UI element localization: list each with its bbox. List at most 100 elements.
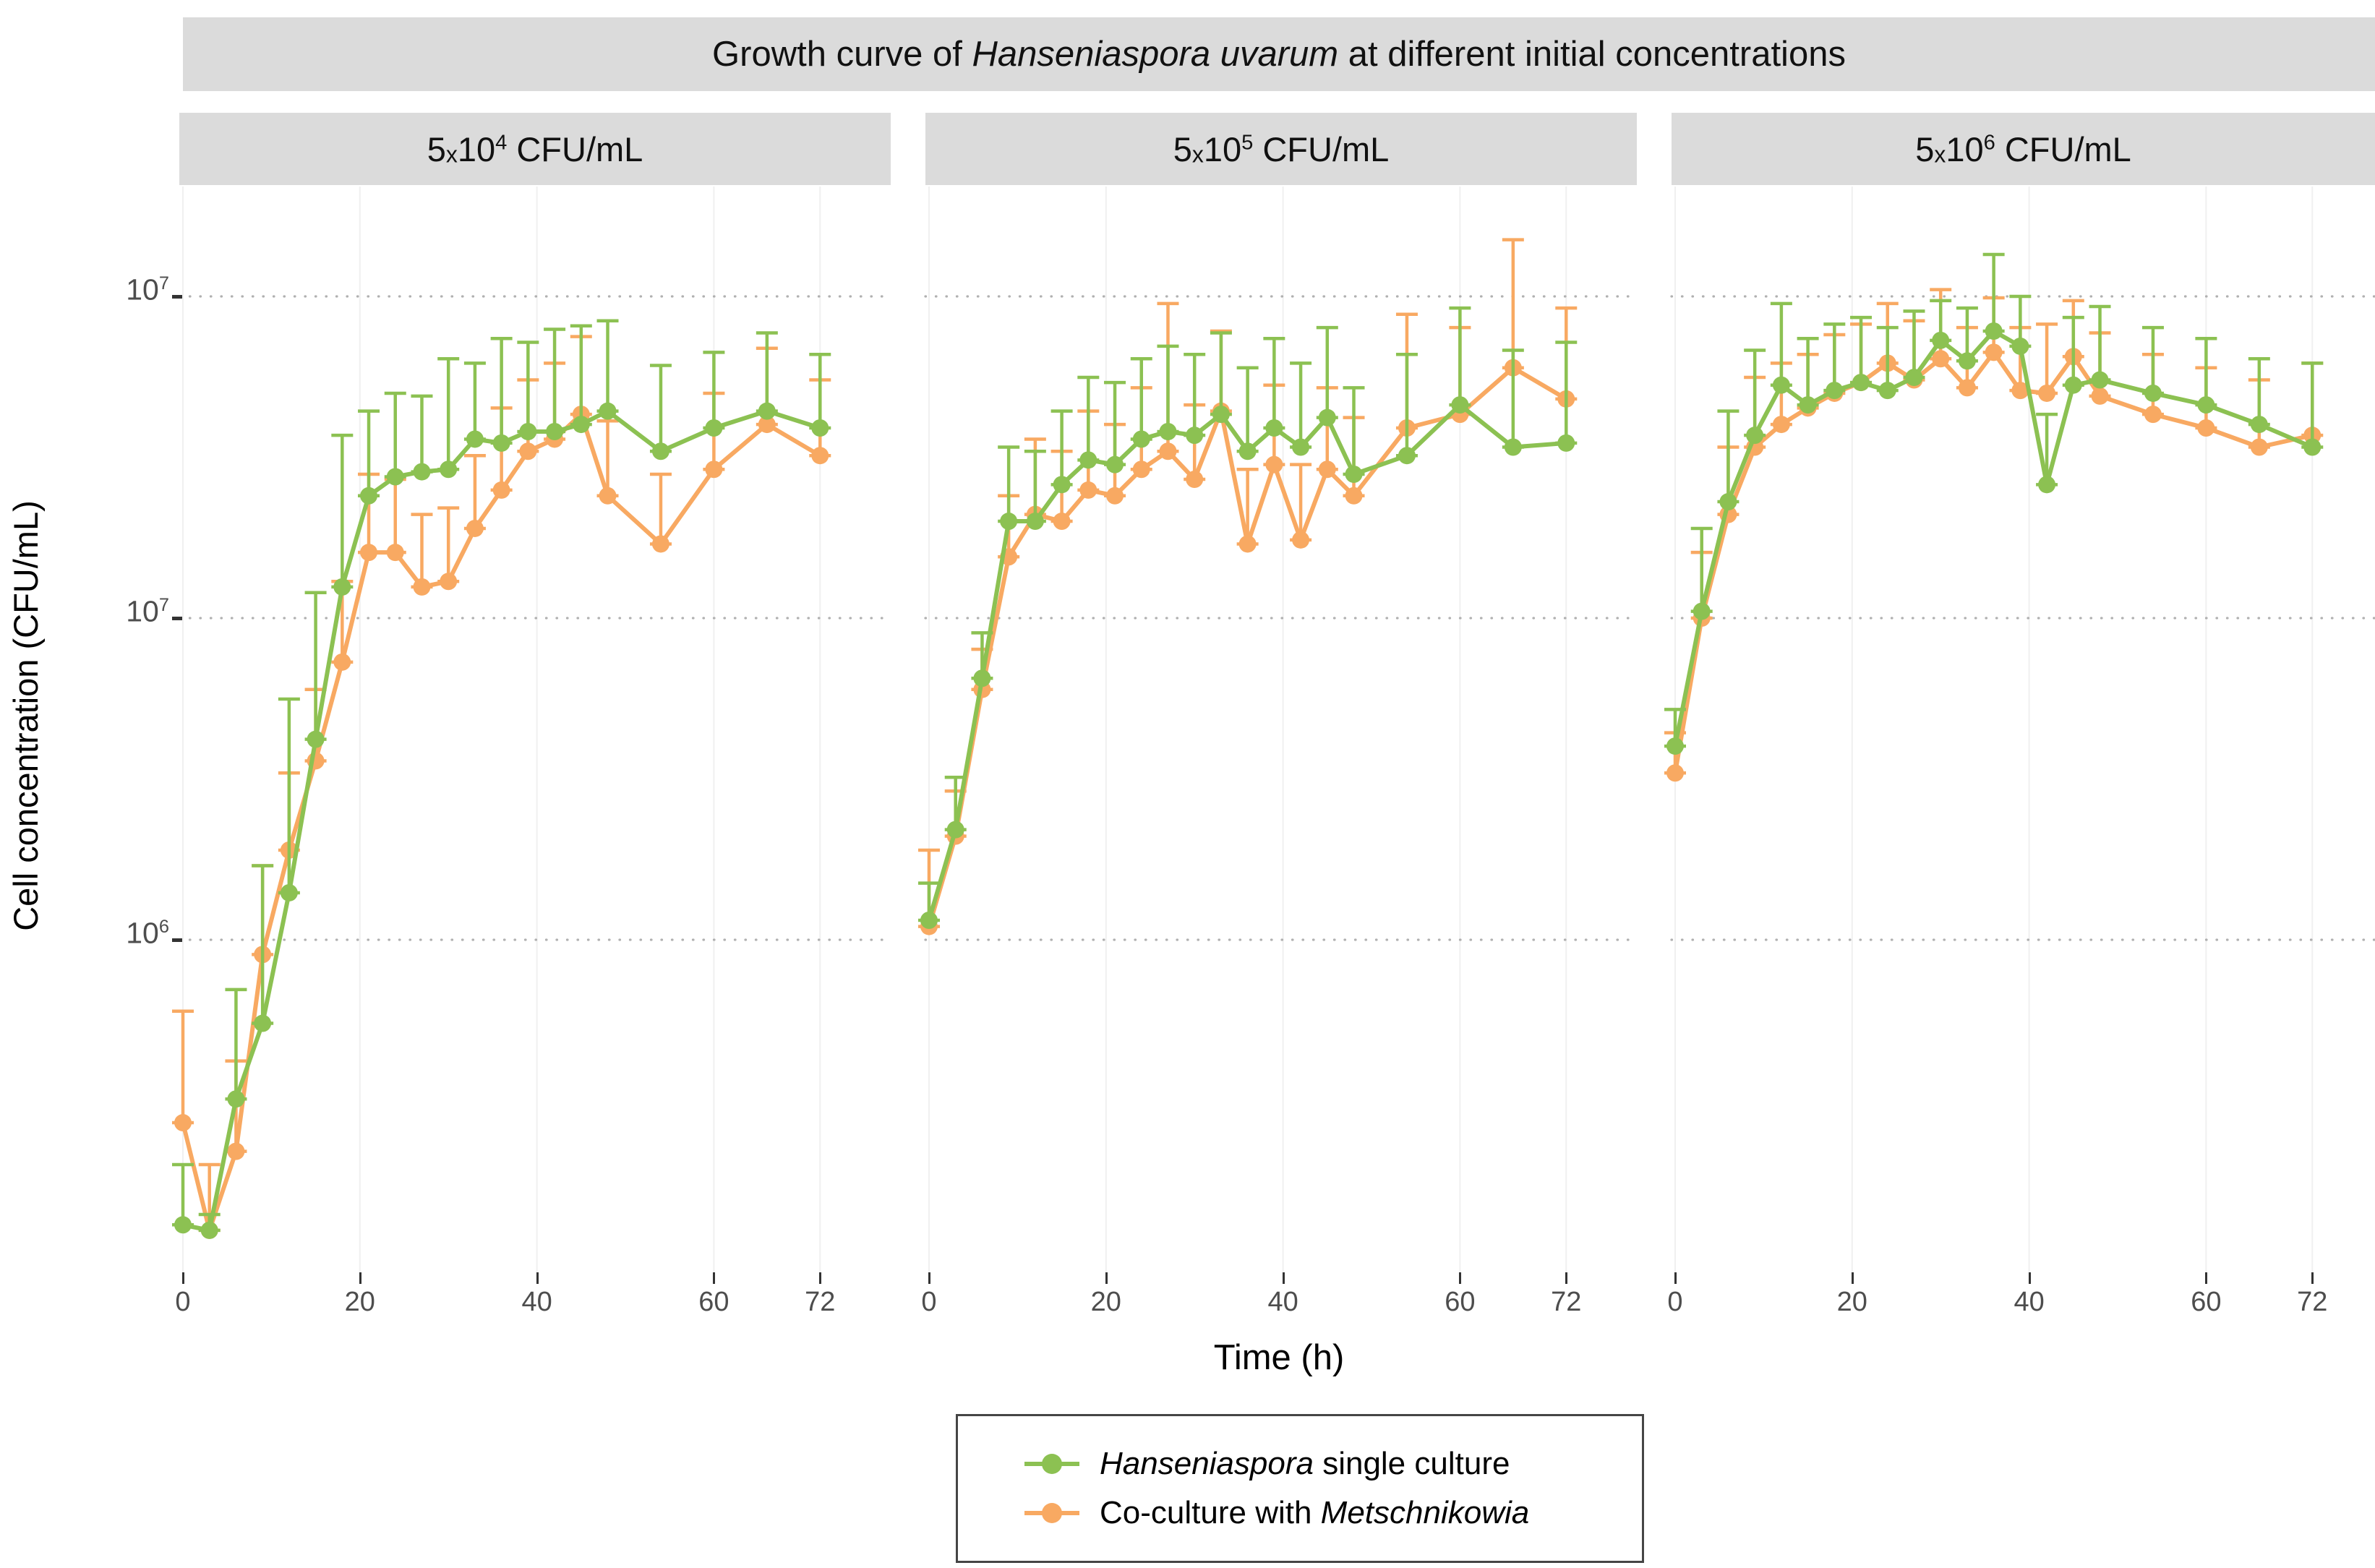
facet-strip-5x10e6: 5x106 CFU/mL (1672, 113, 2375, 185)
data-point (174, 1216, 192, 1234)
data-point (811, 447, 829, 465)
x-tick-label: 40 (1267, 1287, 1298, 1317)
data-point (1852, 374, 1870, 392)
x-tick-label: 0 (175, 1287, 191, 1317)
data-point (1905, 369, 1923, 387)
error-bar (2195, 336, 2217, 407)
error-bar (649, 364, 672, 453)
data-point (1106, 487, 1124, 505)
error-bar (1770, 301, 1792, 387)
data-point (1504, 438, 1522, 456)
x-tick-label: 0 (921, 1287, 937, 1317)
series-hanseniaspora-single (918, 306, 1578, 929)
data-point (386, 468, 404, 486)
plot-panel-5x10e5 (918, 187, 1638, 1272)
data-point (1159, 442, 1177, 460)
error-bar (1982, 252, 2005, 333)
data-point (1318, 408, 1336, 427)
error-bar (463, 361, 486, 441)
data-point (1799, 396, 1817, 414)
data-point (2250, 416, 2268, 434)
data-point (1000, 513, 1018, 531)
error-bar (1184, 353, 1206, 437)
error-bar (703, 351, 725, 430)
data-point (1132, 430, 1150, 448)
data-point (705, 460, 723, 479)
data-point (174, 1114, 192, 1132)
error-bar (596, 319, 619, 413)
data-point (2144, 406, 2162, 424)
plot-panel-5x10e6 (1664, 187, 2375, 1272)
data-point (920, 911, 938, 929)
x-tick-mark (536, 1272, 539, 1284)
data-point (1053, 513, 1071, 531)
data-point (1345, 487, 1363, 505)
x-tick-mark (713, 1272, 716, 1284)
data-point (1746, 427, 1764, 445)
data-point (1292, 531, 1310, 549)
data-point (333, 578, 351, 596)
error-bar (1850, 315, 1873, 385)
x-tick-label: 20 (1090, 1287, 1121, 1317)
data-point (946, 821, 964, 839)
series-line (182, 408, 821, 1233)
data-point (492, 434, 510, 452)
data-point (333, 653, 351, 671)
facet-strip-5x10e5: 5x105 CFU/mL (925, 113, 1637, 185)
error-bar (809, 353, 831, 430)
data-point (1026, 513, 1044, 531)
series-line (181, 412, 821, 1233)
y-tick-label: 106 (126, 916, 169, 950)
data-point (2250, 438, 2268, 456)
data-point (973, 669, 991, 687)
data-point (1079, 481, 1097, 499)
series-line (1673, 350, 2313, 774)
error-bar (278, 697, 300, 895)
data-point (1186, 471, 1204, 489)
data-point (492, 481, 510, 499)
data-point (413, 463, 431, 481)
data-point (1398, 447, 1416, 465)
x-tick-label: 60 (2191, 1287, 2222, 1317)
legend-item-hanseniaspora-single-culture: Hanseniaspora single culture (1022, 1446, 1642, 1482)
x-tick-label: 72 (2297, 1287, 2328, 1317)
data-point (413, 578, 431, 596)
data-point (1345, 466, 1363, 484)
x-tick-mark (1282, 1272, 1285, 1284)
data-point (572, 416, 590, 434)
series-hanseniaspora-single (1664, 252, 2324, 755)
error-bar (2062, 315, 2084, 387)
data-point (705, 419, 723, 437)
error-bar (358, 409, 380, 498)
x-tick-label: 40 (521, 1287, 552, 1317)
x-tick-label: 60 (698, 1287, 729, 1317)
error-bar (1797, 336, 1819, 407)
data-point (227, 1142, 245, 1160)
data-point (2011, 382, 2029, 400)
x-tick-label: 72 (805, 1287, 836, 1317)
data-point (2091, 371, 2109, 389)
data-point (386, 544, 404, 562)
error-bar (172, 1162, 194, 1227)
data-point (307, 730, 325, 748)
data-point (280, 883, 298, 901)
x-tick-mark (2205, 1272, 2208, 1284)
error-bar (437, 356, 460, 471)
data-point (1719, 493, 1737, 511)
x-tick-mark (2311, 1272, 2314, 1284)
data-point (519, 442, 537, 460)
data-point (599, 487, 617, 505)
figure-title-strip: Growth curve of Hanseniaspora uvarum at … (183, 17, 2375, 91)
error-bar (1449, 306, 1471, 407)
x-tick-label: 20 (344, 1287, 375, 1317)
plot-panel-5x10e4 (172, 187, 892, 1272)
data-point (1878, 382, 1896, 400)
data-point (466, 430, 484, 448)
error-bar (411, 394, 433, 474)
x-tick-mark (819, 1272, 822, 1284)
error-bar (756, 331, 778, 413)
error-bar (384, 477, 406, 554)
data-point (466, 519, 484, 537)
error-bar (1130, 356, 1152, 441)
data-point (1772, 416, 1790, 434)
